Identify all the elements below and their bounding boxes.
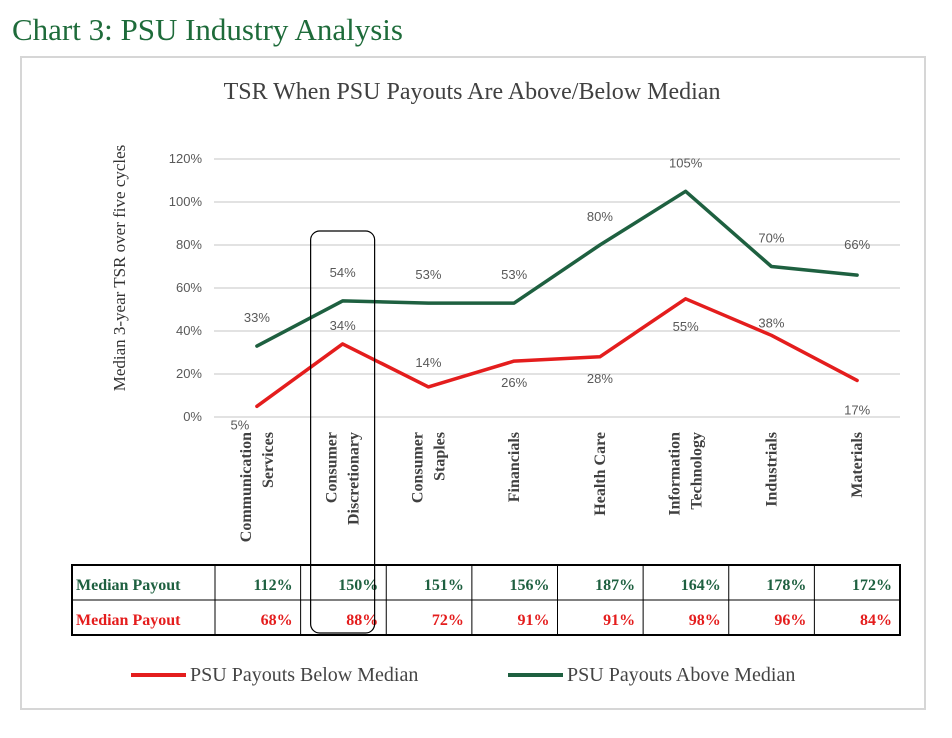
- x-category-label: Consumer: [409, 432, 426, 503]
- table-cell: 91%: [603, 612, 635, 629]
- x-category-label: Services: [260, 432, 277, 488]
- data-label: 33%: [244, 310, 270, 325]
- x-category-label: Communication: [238, 432, 255, 542]
- table-row-label: Median Payout: [76, 612, 181, 629]
- data-label: 66%: [844, 237, 870, 252]
- y-axis-label: Median 3-year TSR over five cycles: [110, 145, 129, 392]
- series-line-below: [255, 297, 859, 409]
- table-row-label: Median Payout: [76, 577, 181, 594]
- table-cell: 68%: [261, 612, 293, 629]
- y-tick-label: 20%: [176, 366, 202, 381]
- table-cell: 91%: [518, 612, 550, 629]
- y-tick-label: 0%: [183, 409, 202, 424]
- x-category-label: Financials: [506, 432, 523, 502]
- data-label: 54%: [330, 265, 356, 280]
- legend-label-above: PSU Payouts Above Median: [567, 663, 796, 686]
- table-cell: 88%: [346, 612, 378, 629]
- data-label: 53%: [501, 267, 527, 282]
- x-category-label: Staples: [431, 432, 448, 481]
- legend-item-above: PSU Payouts Above Median: [508, 662, 795, 688]
- table-cell: 98%: [689, 612, 721, 629]
- data-label: 70%: [758, 231, 784, 246]
- legend-swatch-below: [131, 673, 186, 677]
- legend-swatch-above: [508, 673, 563, 677]
- y-tick-label: 40%: [176, 323, 202, 338]
- legend-label-below: PSU Payouts Below Median: [190, 663, 419, 686]
- table-cell: 72%: [432, 612, 464, 629]
- chart-frame: [20, 56, 926, 710]
- data-label: 53%: [415, 267, 441, 282]
- data-label: 14%: [415, 355, 441, 370]
- table-cell: 172%: [852, 577, 892, 594]
- data-label: 55%: [673, 319, 699, 334]
- table-cell: 84%: [860, 612, 892, 629]
- table-cell: 151%: [424, 577, 464, 594]
- table-cell: 187%: [595, 577, 635, 594]
- data-label: 34%: [330, 318, 356, 333]
- x-category-label: Information: [667, 432, 684, 516]
- y-tick-label: 60%: [176, 280, 202, 295]
- legend-item-below: PSU Payouts Below Median: [131, 662, 418, 688]
- data-label: 80%: [587, 209, 613, 224]
- table-cell: 96%: [774, 612, 806, 629]
- x-category-label: Materials: [849, 432, 866, 498]
- y-tick-label: 80%: [176, 237, 202, 252]
- data-label: 26%: [501, 375, 527, 390]
- table-cell: 112%: [254, 577, 293, 594]
- data-label: 38%: [758, 315, 784, 330]
- x-category-label: Consumer: [324, 432, 341, 503]
- table-cell: 150%: [338, 577, 378, 594]
- chart-title: TSR When PSU Payouts Are Above/Below Med…: [224, 79, 721, 105]
- table-cell: 178%: [766, 577, 806, 594]
- data-label: 5%: [230, 417, 249, 432]
- y-tick-label: 100%: [169, 194, 203, 209]
- series-line-above: [255, 189, 859, 348]
- y-tick-label: 120%: [169, 151, 203, 166]
- x-category-label: Technology: [689, 432, 706, 510]
- x-category-label: Industrials: [763, 432, 780, 507]
- table-cell: 156%: [510, 577, 550, 594]
- x-category-label: Health Care: [592, 432, 609, 516]
- x-category-label: Discretionary: [346, 432, 363, 525]
- table-cell: 164%: [681, 577, 721, 594]
- data-label: 105%: [669, 155, 703, 170]
- data-label: 28%: [587, 371, 613, 386]
- highlight-box: [310, 230, 376, 634]
- data-label: 17%: [844, 402, 870, 417]
- page-title: Chart 3: PSU Industry Analysis: [12, 12, 403, 47]
